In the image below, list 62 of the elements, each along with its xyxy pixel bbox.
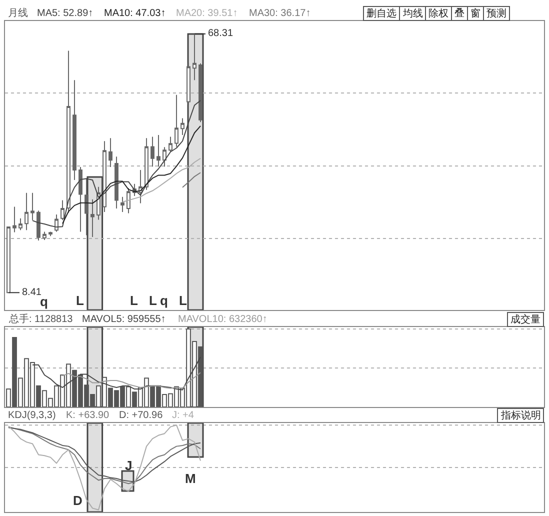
candlestick	[48, 231, 52, 237]
candlestick	[6, 226, 10, 294]
candlestick	[42, 231, 46, 241]
text: MAVOL10: 632360↑	[178, 314, 268, 325]
text: MA30: 36.17↑	[249, 8, 311, 19]
candlestick	[198, 62, 202, 123]
candlestick	[120, 196, 124, 212]
candlestick	[66, 50, 70, 214]
text: MAVOL5: 959555↑	[82, 314, 166, 325]
candlestick	[174, 94, 178, 148]
annotation: L	[179, 293, 187, 308]
text: 窗	[470, 8, 480, 20]
annotation: L	[130, 293, 138, 308]
candlestick	[18, 218, 22, 231]
text: MA5: 52.89↑	[37, 8, 94, 19]
candlestick	[12, 206, 16, 233]
annotation: L	[76, 293, 84, 308]
annotation: J	[125, 458, 132, 473]
annotation: D	[73, 493, 82, 508]
candlestick	[102, 140, 106, 212]
annotation: M	[185, 471, 196, 486]
legend-title: KDJ(9,3,3)	[8, 410, 56, 421]
candlestick	[162, 146, 166, 168]
candlestick	[60, 200, 64, 221]
candlestick	[144, 138, 148, 190]
text: 68.31	[208, 28, 234, 39]
annotation: q	[40, 294, 48, 309]
annotation: L	[149, 293, 157, 308]
text: MA10: 47.03↑	[104, 8, 166, 19]
candlestick	[168, 136, 172, 152]
candlestick	[90, 198, 94, 238]
candlestick	[138, 170, 142, 204]
text: MA20: 39.51↑	[176, 8, 238, 19]
text: 指标说明	[500, 410, 541, 422]
candlestick	[192, 33, 196, 81]
candlestick	[114, 156, 118, 209]
text: D: +70.96	[119, 410, 164, 421]
text: 均线	[402, 8, 423, 20]
annotation: q	[160, 293, 168, 308]
text: 除权	[428, 8, 448, 20]
candlestick	[36, 210, 40, 241]
series-label: 总手: 1128813	[8, 313, 74, 325]
candlestick	[150, 136, 154, 168]
candlestick	[30, 192, 34, 221]
candlestick	[126, 188, 130, 214]
series-label: J: +4	[172, 410, 194, 421]
candlestick	[78, 166, 82, 232]
annotation: 8.41	[22, 287, 42, 298]
candlestick	[24, 192, 28, 231]
candlestick	[156, 134, 160, 168]
candlestick	[186, 62, 190, 106]
candlestick	[108, 138, 112, 168]
legend-title: 月线	[8, 7, 28, 19]
text: 预测	[486, 8, 506, 20]
text: 成交量	[510, 314, 540, 326]
candlestick	[180, 118, 184, 136]
candlestick	[84, 178, 88, 236]
text: 叠	[454, 8, 464, 19]
candlestick	[54, 214, 58, 232]
text: 删自选	[366, 8, 396, 20]
candlestick	[72, 80, 76, 180]
text: K: +63.90	[66, 410, 110, 421]
